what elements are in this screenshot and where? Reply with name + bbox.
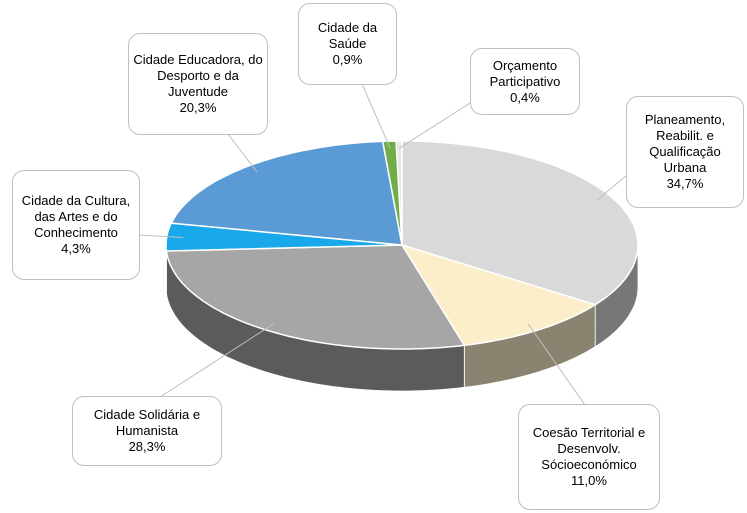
leader-line: [527, 323, 586, 406]
category-label: Cidade da Cultura, das Artes e do Conhec…: [21, 193, 131, 240]
leader-line: [596, 174, 628, 201]
data-label: Orçamento Participativo 0,4%: [470, 48, 580, 115]
value-label: 28,3%: [128, 439, 166, 454]
category-label: Orçamento Participativo: [489, 57, 561, 89]
leader-line: [138, 234, 184, 239]
leader-line: [398, 95, 482, 149]
data-label: Cidade da Saúde 0,9%: [298, 3, 397, 85]
slice: [401, 140, 639, 306]
data-label: Coesão Territorial e Desenvolv. Sócioeco…: [518, 404, 660, 510]
category-label: Coesão Territorial e Desenvolv. Sócioeco…: [532, 425, 646, 472]
slice: [170, 140, 403, 246]
data-label: Cidade da Cultura, das Artes e do Conhec…: [12, 170, 140, 280]
data-label: Cidade Solidária e Humanista 28,3%: [72, 396, 222, 466]
category-label: Cidade da Saúde: [317, 20, 378, 51]
value-label: 0,9%: [332, 52, 363, 67]
value-label: 4,3%: [61, 241, 91, 256]
data-label: Planeamento, Reabilit. e Qualificação Ur…: [626, 96, 744, 208]
value-label: 20,3%: [179, 100, 217, 115]
category-label: Cidade Educadora, do Desporto e da Juven…: [133, 52, 263, 99]
data-label: Cidade Educadora, do Desporto e da Juven…: [128, 33, 268, 135]
value-label: 34,7%: [666, 176, 704, 191]
value-label: 0,4%: [510, 89, 540, 105]
slice: [400, 243, 598, 347]
value-label: 11,0%: [571, 473, 607, 488]
category-label: Planeamento, Reabilit. e Qualificação Ur…: [644, 112, 726, 175]
leader-line: [159, 323, 275, 398]
leader-line: [361, 83, 391, 149]
slice: [395, 140, 403, 246]
category-label: Cidade Solidária e Humanista: [93, 407, 201, 438]
leader-line: [227, 133, 258, 173]
